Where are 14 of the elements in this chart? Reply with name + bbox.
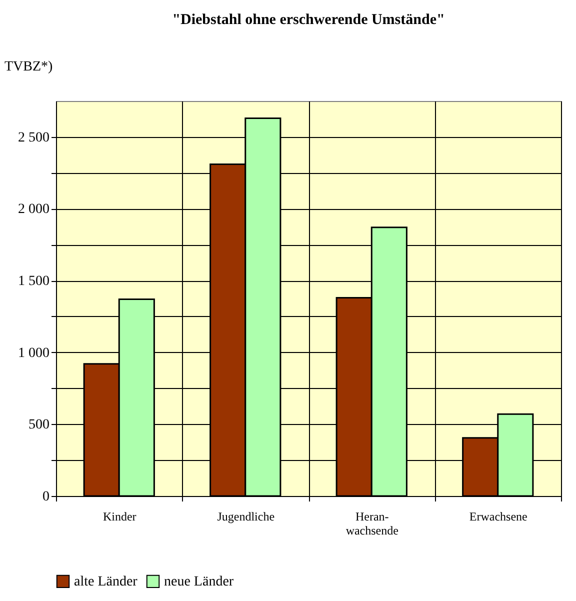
legend-label: alte Länder [74,574,138,590]
chart-title: "Diebstahl ohne erschwerende Umstände" [172,12,445,28]
y-tick-label: 1 000 [18,346,50,361]
y-tick-label: 1 500 [18,274,50,290]
y-tick-label: 2 000 [18,202,50,218]
y-tick-label: 0 [42,490,50,504]
x-tick-label: Erwachsene [469,510,528,524]
y-tick-label: 2 500 [18,130,50,146]
y-axis-title: TVBZ*) [4,60,54,74]
y-tick-label: 500 [28,418,50,433]
x-tick-label: Kinder [102,510,136,524]
legend-label: neue Länder [164,574,234,590]
x-tick-label: Jugendliche [217,510,275,524]
x-tick-label: Heran- wachsende [346,510,398,538]
